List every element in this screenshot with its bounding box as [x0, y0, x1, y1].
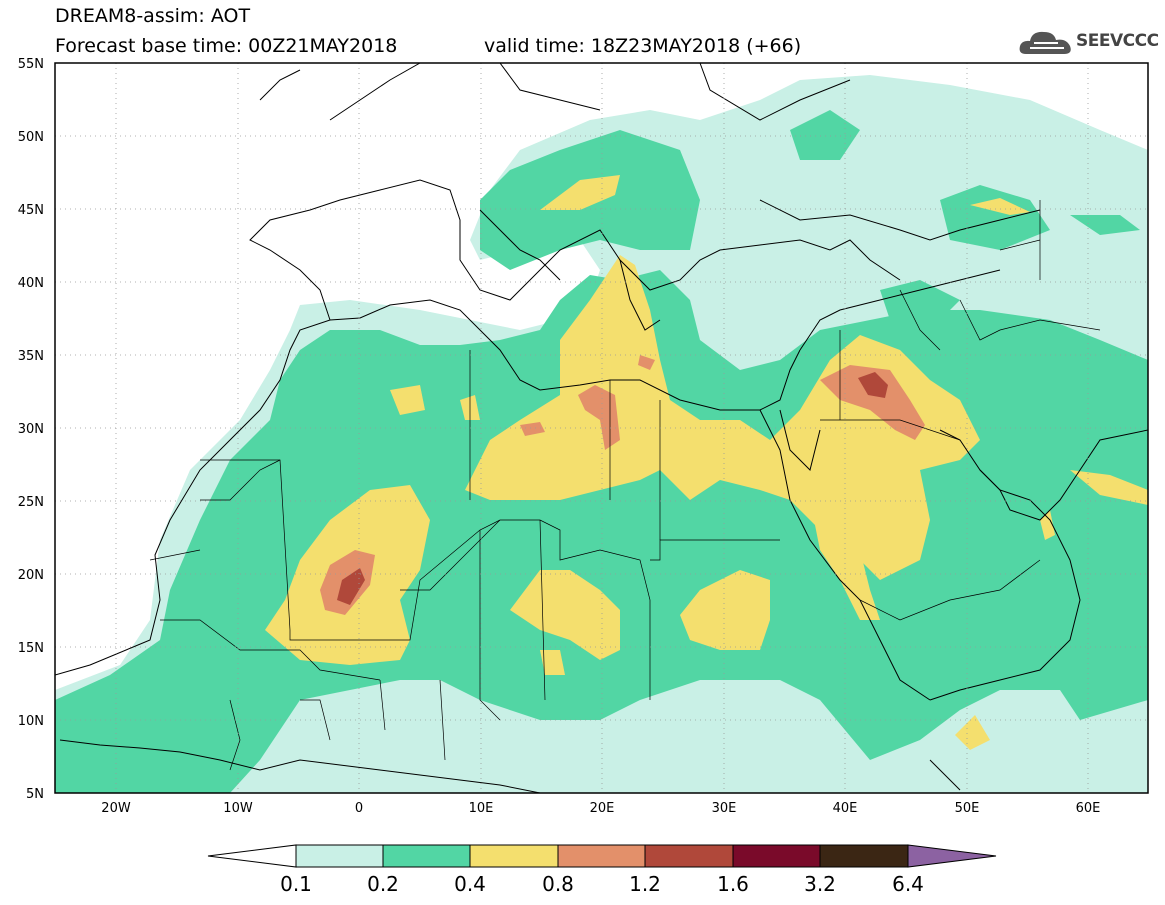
colorbar-label: 0.8 — [542, 872, 574, 896]
colorbar-label: 3.2 — [804, 872, 836, 896]
lat-label: 5N — [26, 787, 44, 802]
colorbar-segment — [469, 844, 559, 868]
logo-text: SEEVCCC — [1076, 31, 1159, 51]
lon-label: 40E — [833, 801, 858, 816]
lon-label: 60E — [1076, 801, 1101, 816]
longitude-labels: 20W 10W 0 10E 20E 30E 40E 50E 60E — [101, 801, 1100, 816]
lon-label: 30E — [712, 801, 737, 816]
lat-label: 55N — [18, 57, 44, 72]
lon-label: 20W — [101, 801, 131, 816]
lon-label: 0 — [355, 801, 363, 816]
lat-label: 30N — [18, 422, 44, 437]
lat-label: 15N — [18, 641, 44, 656]
colorbar-arrow-low — [207, 844, 297, 868]
colorbar-label: 0.2 — [367, 872, 399, 896]
lat-label: 45N — [18, 203, 44, 218]
colorbar — [207, 844, 997, 868]
colorbar-label: 0.1 — [280, 872, 312, 896]
colorbar-segment — [382, 844, 471, 868]
colorbar-label: 1.6 — [717, 872, 749, 896]
cloud-icon — [1019, 31, 1071, 54]
aot-field — [55, 63, 1148, 793]
lat-label: 25N — [18, 495, 44, 510]
colorbar-arrow-high — [907, 844, 997, 868]
colorbar-label: 6.4 — [892, 872, 924, 896]
lat-label: 50N — [18, 130, 44, 145]
chart-title: DREAM8-assim: AOT — [55, 5, 251, 27]
lat-label: 40N — [18, 276, 44, 291]
lon-label: 10W — [223, 801, 253, 816]
colorbar-label: 1.2 — [629, 872, 661, 896]
lon-label: 20E — [590, 801, 615, 816]
plot-frame — [54, 62, 1149, 794]
valid-time: valid time: 18Z23MAY2018 (+66) — [484, 35, 802, 57]
colorbar-segment — [295, 844, 384, 868]
latitude-labels: 55N 50N 45N 40N 35N 30N 25N 20N 15N 10N … — [18, 57, 44, 802]
lat-label: 35N — [18, 349, 44, 364]
lat-label: 10N — [18, 714, 44, 729]
lat-label: 20N — [18, 568, 44, 583]
forecast-base-time: Forecast base time: 00Z21MAY2018 — [55, 35, 398, 57]
colorbar-label: 0.4 — [454, 872, 486, 896]
colorbar-segment — [557, 844, 646, 868]
lon-label: 10E — [469, 801, 494, 816]
seevccc-logo: SEEVCCC — [1018, 26, 1159, 58]
lon-label: 50E — [955, 801, 980, 816]
colorbar-segment — [819, 844, 909, 868]
colorbar-segment — [732, 844, 821, 868]
coastlines — [55, 63, 1148, 793]
gridlines — [55, 63, 1148, 793]
aot-band-peak — [337, 372, 888, 605]
country-borders — [149, 200, 1101, 771]
colorbar-segment — [644, 844, 734, 868]
